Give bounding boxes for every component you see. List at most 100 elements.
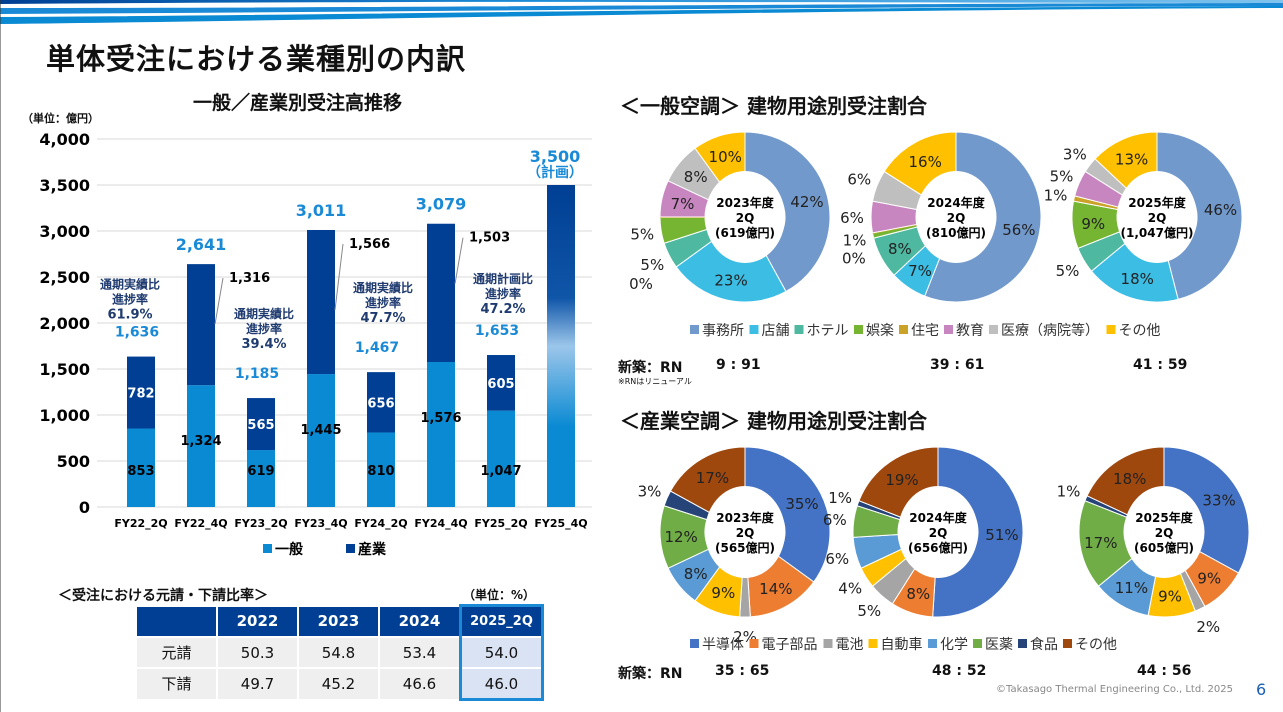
donut-center-label: (565億円): [715, 540, 775, 555]
donut-hole: [705, 171, 785, 263]
bar-industrial: [307, 229, 335, 375]
legend-swatch: [1063, 639, 1072, 648]
bar-general: [307, 374, 335, 507]
bar-general: [427, 362, 455, 507]
legend-swatch: [749, 639, 759, 648]
legend-label: ホテル: [807, 323, 849, 339]
progress-annotation: 通期実績比: [100, 276, 160, 291]
slice-label: 6%: [823, 511, 847, 529]
progress-annotation: 進捗率: [112, 291, 148, 306]
x-tick-label: FY23_2Q: [234, 517, 287, 530]
slice-label: 16%: [908, 153, 941, 171]
legend-swatch: [794, 325, 804, 334]
general-rn-2025: 41 : 59: [1133, 357, 1188, 373]
bar-label-industrial: 1,503: [469, 231, 510, 246]
table-row: 下請 49.7 45.2 46.6 46.0: [135, 667, 544, 701]
bar-label-industrial: 1,316: [229, 271, 270, 286]
slice-label: 51%: [985, 526, 1018, 544]
bar-general: [127, 428, 155, 507]
x-tick-label: FY25_2Q: [474, 517, 527, 530]
slice-label: 8%: [684, 168, 708, 186]
legend-label: 娯楽: [866, 323, 894, 339]
slice-label: 2%: [1196, 618, 1220, 636]
donut-center-label: 2Q: [947, 211, 966, 225]
slice-label: 9%: [711, 584, 735, 602]
legend-label: 産業: [358, 541, 387, 558]
page-title: 単体受注における業種別の内訳: [46, 42, 467, 76]
slice-label: 5%: [1050, 168, 1074, 186]
slice-label: 1%: [1057, 483, 1081, 501]
legend-swatch: [823, 639, 833, 648]
legend-label: 化学: [940, 637, 968, 653]
table-cell-highlight: 54.0: [459, 636, 544, 669]
legend-label: 医療（病院等）: [1001, 322, 1099, 339]
donut-center-label: 2024年度: [927, 195, 985, 210]
bar-label-industrial: 605: [487, 377, 514, 392]
table-cell: 53.4: [378, 636, 462, 669]
legend-swatch: [899, 325, 908, 334]
slice-label: 35%: [785, 495, 818, 513]
bar-general: [487, 410, 515, 507]
donut-center-label: (656億円): [908, 540, 968, 555]
donut-center-label: 2025年度: [1135, 510, 1193, 525]
bar-total-label: 1,467: [355, 340, 399, 356]
legend-label: 事務所: [702, 323, 744, 339]
bar-label-industrial: 1,566: [349, 237, 390, 252]
donut-hole: [1124, 486, 1204, 578]
slice-label: 5%: [630, 225, 654, 243]
donut-center-label: 2025年度: [1128, 195, 1186, 210]
slice-label: 18%: [1121, 270, 1154, 288]
ratio-table: 2022 2023 2024 2025_2Q 元請 50.3 54.8 53.4…: [135, 604, 544, 701]
table-cell: 49.7: [216, 667, 299, 701]
slice-label: 6%: [825, 550, 849, 568]
legend-swatch: [973, 639, 982, 648]
general-rn-label: 新築：RN: [618, 360, 683, 376]
x-tick-label: FY24_4Q: [414, 517, 467, 530]
legend-swatch: [263, 544, 272, 553]
legend-label: 住宅: [911, 323, 939, 339]
slice-label: 42%: [790, 193, 823, 211]
slice-label: 14%: [759, 580, 792, 598]
industrial-section-title: ＜産業空調＞ 建物用途別受注割合: [620, 409, 927, 433]
legend-label: 食品: [1030, 636, 1058, 653]
legend-swatch: [989, 325, 998, 334]
slice-label: 19%: [885, 471, 918, 489]
plan-note: （計画）: [527, 164, 583, 181]
bar-industrial: [247, 398, 275, 451]
legend-swatch: [868, 639, 878, 648]
progress-annotation: 61.9%: [107, 307, 152, 322]
y-tick-label: 4,000: [39, 130, 90, 149]
table-header: 2023: [297, 604, 380, 638]
progress-annotation: 通期実績比: [234, 306, 294, 321]
table-cell: 54.8: [297, 636, 380, 669]
progress-annotation: 39.4%: [241, 337, 286, 352]
donut-hole: [1117, 171, 1197, 263]
leader-line: [214, 278, 224, 325]
unit-label: （単位：億円）: [22, 112, 99, 125]
slice-label: 8%: [888, 240, 912, 258]
bar-label-general: 1,047: [480, 464, 521, 479]
legend-label: 半導体: [702, 637, 744, 653]
legend-swatch: [749, 325, 759, 334]
legend-label: その他: [1075, 637, 1117, 653]
industrial-rn-2023: 35 : 65: [715, 663, 770, 679]
industrial-rn-label: 新築：RN: [618, 666, 683, 682]
bar-total-label: 1,185: [235, 366, 279, 382]
progress-annotation: 進捗率: [485, 286, 521, 301]
ratio-table-unit: （単位：%）: [463, 588, 536, 602]
bar-general: [187, 385, 215, 507]
slice-label: 1%: [1044, 186, 1068, 204]
industrial-donut-charts: 35%14%2%9%8%12%3%17%2023年度2Q(565億円)51%8%…: [638, 446, 1250, 653]
y-tick-label: 1,000: [39, 406, 90, 425]
slice-label: 12%: [664, 528, 697, 546]
slice-label: 23%: [714, 271, 747, 289]
table-cell-highlight: 46.0: [459, 667, 544, 701]
slice-label: 4%: [838, 580, 862, 598]
bar-label-industrial: 656: [367, 396, 394, 411]
